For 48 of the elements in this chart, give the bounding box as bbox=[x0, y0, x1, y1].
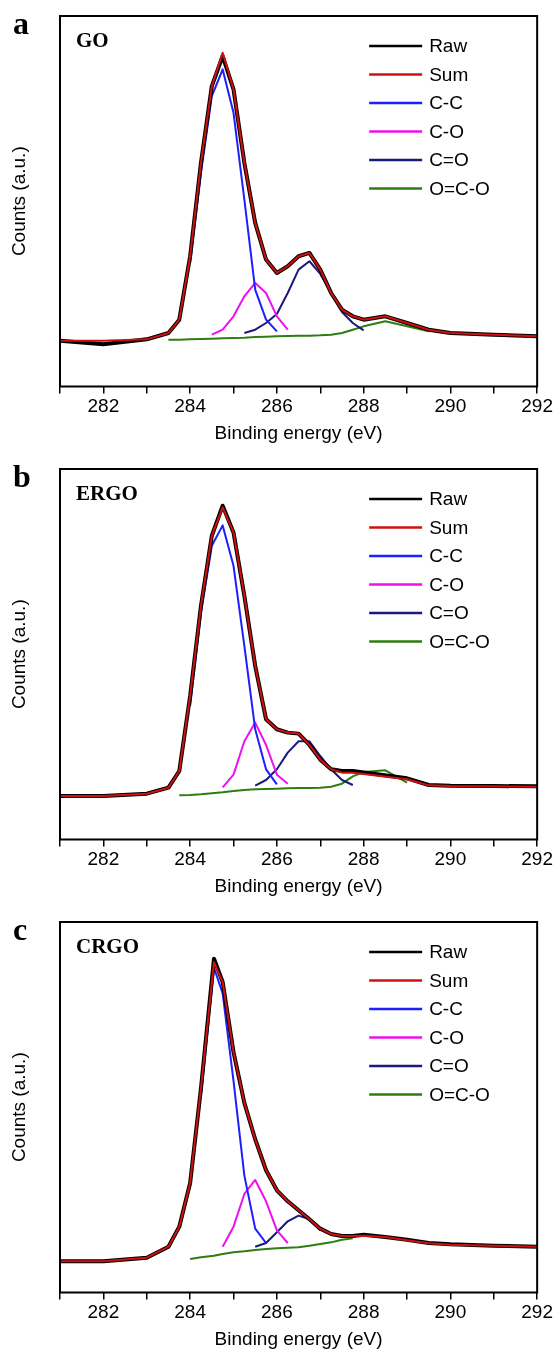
x-tick-label: 282 bbox=[87, 848, 120, 870]
x-tick-label: 284 bbox=[174, 1301, 207, 1323]
x-tick-label: 290 bbox=[434, 395, 467, 417]
legend-label: C-C bbox=[429, 92, 463, 114]
x-tick-label: 282 bbox=[87, 395, 120, 417]
x-tick-label: 282 bbox=[87, 1301, 120, 1323]
y-axis-title: Counts (a.u.) bbox=[7, 1052, 29, 1163]
legend-label: C=O bbox=[429, 149, 469, 171]
y-axis-title: Counts (a.u.) bbox=[7, 599, 29, 710]
legend-label: Sum bbox=[429, 63, 469, 85]
x-tick-label: 292 bbox=[521, 848, 553, 870]
legend-label: C-O bbox=[429, 1026, 464, 1048]
x-tick-label: 284 bbox=[174, 848, 207, 870]
legend-label: C-O bbox=[429, 120, 464, 142]
legend-label: Sum bbox=[429, 969, 469, 991]
x-axis-title: Binding energy (eV) bbox=[214, 874, 383, 896]
text: a bbox=[13, 5, 29, 41]
legend-label: O=C-O bbox=[429, 630, 490, 652]
legend-label: O=C-O bbox=[429, 177, 490, 199]
legend-label: O=C-O bbox=[429, 1083, 490, 1105]
legend-label: Sum bbox=[429, 516, 469, 538]
x-tick-label: 284 bbox=[174, 395, 207, 417]
x-tick-label: 290 bbox=[434, 1301, 467, 1323]
x-axis-title: Binding energy (eV) bbox=[214, 1327, 383, 1349]
legend-label: C-C bbox=[429, 545, 463, 567]
legend-label: C-O bbox=[429, 573, 464, 595]
x-tick-label: 286 bbox=[261, 395, 293, 417]
x-tick-label: 290 bbox=[434, 848, 467, 870]
y-axis-title: Counts (a.u.) bbox=[7, 146, 29, 257]
legend-label: C=O bbox=[429, 602, 469, 624]
legend-label: Raw bbox=[429, 488, 468, 510]
x-axis-title: Binding energy (eV) bbox=[214, 421, 383, 443]
text: b bbox=[13, 458, 31, 494]
legend-label: C=O bbox=[429, 1055, 469, 1077]
chart-title: GO bbox=[76, 28, 109, 52]
x-tick-label: 286 bbox=[261, 1301, 293, 1323]
chart-title: ERGO bbox=[76, 481, 138, 505]
legend-label: Raw bbox=[429, 941, 468, 963]
x-tick-label: 286 bbox=[261, 848, 293, 870]
text: c bbox=[13, 911, 28, 947]
chart-title: CRGO bbox=[76, 934, 139, 958]
x-tick-label: 292 bbox=[521, 395, 553, 417]
legend-label: C-C bbox=[429, 998, 463, 1020]
x-tick-label: 292 bbox=[521, 1301, 553, 1323]
legend-label: Raw bbox=[429, 35, 468, 57]
x-tick-label: 288 bbox=[347, 395, 380, 417]
x-tick-label: 288 bbox=[347, 1301, 380, 1323]
x-tick-label: 288 bbox=[347, 848, 380, 870]
